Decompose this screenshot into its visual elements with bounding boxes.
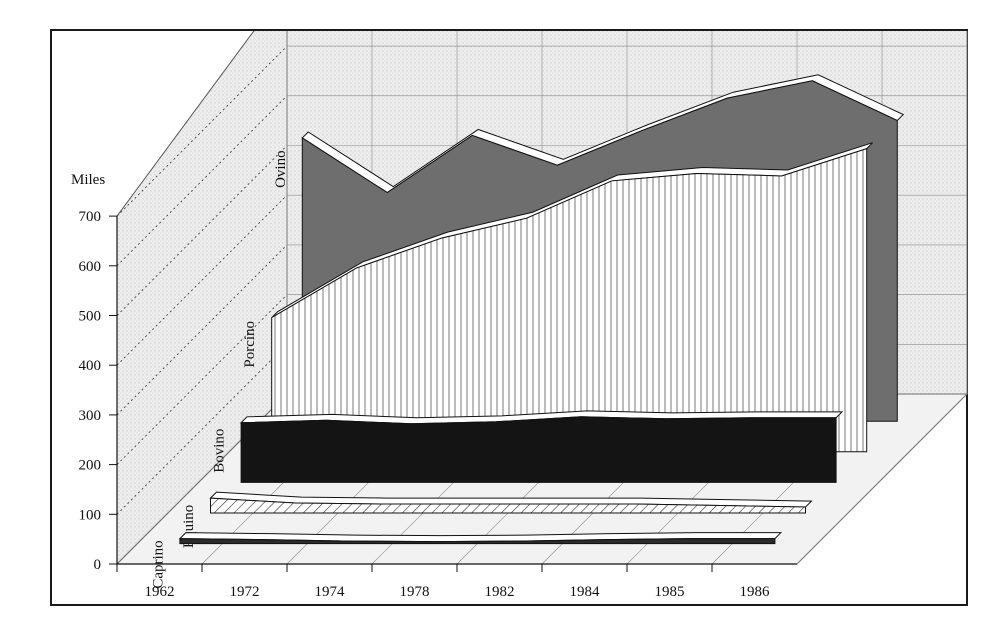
y-tick-label: 0 bbox=[94, 557, 102, 573]
series-area-equino bbox=[210, 497, 806, 514]
floor-gridline bbox=[796, 393, 968, 565]
y-tick-label: 200 bbox=[79, 458, 102, 474]
side-gridline bbox=[116, 343, 288, 515]
x-tick-label: 1962 bbox=[145, 584, 175, 600]
side-gridline bbox=[116, 194, 288, 366]
x-tick-label: 1982 bbox=[485, 584, 515, 600]
x-tick-label: 1985 bbox=[655, 584, 685, 600]
y-tick-label: 700 bbox=[79, 209, 102, 225]
x-tick-label: 1984 bbox=[570, 584, 601, 600]
series-label-porcino: Porcino bbox=[242, 321, 258, 368]
x-tick-label: 1986 bbox=[740, 584, 771, 600]
series-label-ovino: Ovino bbox=[273, 150, 289, 188]
side-gridline bbox=[116, 95, 288, 267]
x-tick-label: 1974 bbox=[315, 584, 346, 600]
series-equino: Equino bbox=[181, 491, 813, 548]
series-area-bovino bbox=[240, 416, 837, 483]
y-tick-label: 300 bbox=[79, 408, 102, 424]
x-tick-label: 1978 bbox=[400, 584, 430, 600]
side-gridline bbox=[116, 145, 288, 316]
side-gridline bbox=[116, 45, 288, 217]
axis-layer: 0 100 200 300 400 500 600 700 Miles 1962 1972 1974 1… bbox=[71, 172, 797, 600]
series-label-bovino: Bovino bbox=[212, 429, 228, 473]
series-area-porcino bbox=[271, 147, 868, 453]
chart-frame: Ovino Porcino Bovino Equino Caprino 0 100 200 3… bbox=[50, 29, 969, 606]
x-tick-label: 1972 bbox=[230, 584, 260, 600]
y-tick-label: 100 bbox=[79, 507, 102, 523]
series-bovino: Bovino bbox=[212, 410, 844, 483]
y-tick-label: 500 bbox=[79, 309, 102, 325]
series-porcino: Porcino bbox=[242, 142, 874, 453]
unit-label: Miles bbox=[71, 172, 105, 188]
y-tick-label: 600 bbox=[79, 259, 102, 275]
series-area-caprino bbox=[179, 538, 776, 545]
side-gridline bbox=[116, 244, 288, 416]
y-tick-label: 400 bbox=[79, 358, 102, 374]
series-caprino: Caprino bbox=[150, 532, 783, 589]
side-gridline bbox=[116, 294, 288, 465]
